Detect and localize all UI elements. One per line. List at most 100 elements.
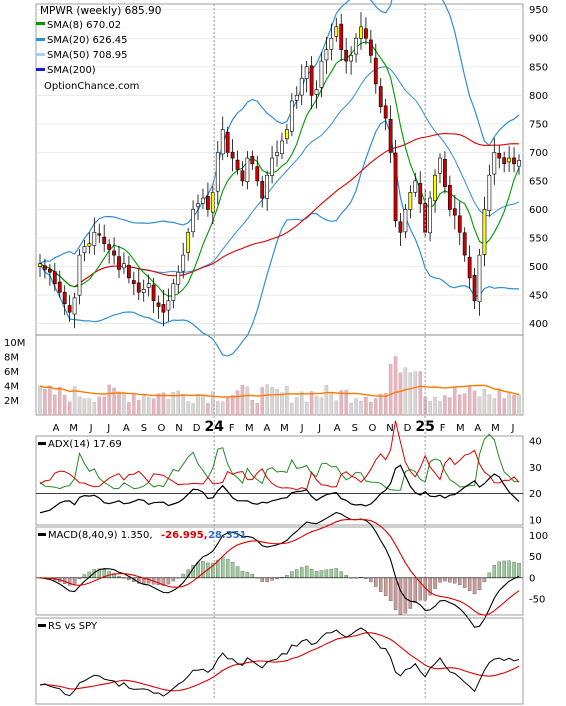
candle-body <box>146 283 151 288</box>
macd-histogram-bar <box>482 577 487 582</box>
candle-body <box>413 180 418 193</box>
macd-histogram-bar <box>517 563 521 578</box>
price-panel: 400 450 500 550 600 650 700 750 800 850 900 950 <box>35 0 548 357</box>
macd-histogram-bar <box>487 572 492 578</box>
candle-body <box>314 89 319 95</box>
volume-bar <box>211 391 215 416</box>
adx-line <box>39 464 520 514</box>
candle-body <box>191 209 195 233</box>
candle-body <box>265 174 270 199</box>
volume-bar <box>329 391 334 416</box>
candle-body <box>299 77 304 96</box>
rs-average-line <box>39 632 520 692</box>
macd-histogram-bar <box>467 577 472 591</box>
volume-bar <box>369 402 373 416</box>
time-tick-label: A <box>123 423 130 434</box>
macd-tick-label: 0 <box>529 573 535 584</box>
candle-body <box>141 289 146 293</box>
time-tick-label: A <box>334 423 341 434</box>
macd-histogram-bar <box>196 562 200 578</box>
volume-bar <box>156 393 161 416</box>
macd-histogram-bar <box>299 567 304 578</box>
macd-histogram-bar <box>201 561 205 578</box>
candle-body <box>255 166 260 182</box>
volume-bar <box>240 385 245 416</box>
volume-bar <box>53 394 57 416</box>
macd-histogram-bar <box>344 575 348 578</box>
volume-bar <box>186 401 190 416</box>
macd-histogram-bar <box>235 566 240 578</box>
volume-bar <box>161 392 166 416</box>
macd-histogram-bar <box>146 577 151 584</box>
candle-body <box>215 152 220 192</box>
time-tick-label: J <box>106 423 110 434</box>
volume-bar <box>383 393 388 416</box>
legend-sma20: SMA(20) 626.45 <box>47 35 128 46</box>
candle-body <box>235 159 240 170</box>
macd-histogram-bar <box>230 562 235 578</box>
candle-body <box>285 129 289 140</box>
volume-bar <box>146 397 151 416</box>
volume-bar <box>225 397 230 416</box>
candle-body <box>186 231 191 253</box>
volume-bar <box>275 389 279 416</box>
volume-bar <box>82 398 87 416</box>
macd-title: MACD(8,40,9) 1.350, <box>48 530 153 541</box>
volume-bar <box>477 396 482 416</box>
candle-body <box>309 65 314 96</box>
macd-histogram-bar <box>304 565 309 578</box>
macd-histogram-bar <box>448 577 452 583</box>
candle-body <box>364 28 368 39</box>
volume-bar <box>314 396 319 416</box>
price-tick-label: 500 <box>529 262 548 273</box>
candle-body <box>171 283 176 301</box>
volume-bar <box>344 389 348 416</box>
legend-sma200: SMA(200) <box>47 65 96 76</box>
volume-bar <box>487 394 492 416</box>
macd-legend: MACD(8,40,9) 1.350, -26.995, 28.351 <box>38 530 247 541</box>
time-tick-label: O <box>158 423 166 434</box>
candle-body <box>373 57 378 85</box>
volume-bar <box>102 396 106 416</box>
time-tick-label: O <box>368 423 376 434</box>
volume-bar <box>319 397 324 416</box>
candle-body <box>240 170 245 182</box>
volume-bar <box>230 395 235 416</box>
macd-histogram-bar <box>388 577 393 601</box>
candle-body <box>67 305 72 313</box>
candle-body <box>344 49 349 62</box>
macd-histogram-bar <box>240 571 245 578</box>
volume-bar <box>428 401 432 416</box>
candle-body <box>447 184 452 210</box>
time-tick-label: 24 <box>204 419 224 435</box>
volume-bar <box>280 392 284 416</box>
candle-body <box>156 302 161 307</box>
legend-sma50: SMA(50) 708.95 <box>47 50 128 61</box>
macd-histogram-bar <box>270 577 274 581</box>
macd-histogram-bar <box>492 564 497 578</box>
volume-bar <box>48 385 52 416</box>
volume-bar <box>77 396 82 416</box>
volume-bar <box>482 389 487 416</box>
price-tick-label: 550 <box>529 233 548 244</box>
volume-bar <box>260 387 264 416</box>
candle-body <box>77 254 82 296</box>
candle-body <box>462 232 467 256</box>
macd-swatch <box>38 533 46 536</box>
candle-body <box>250 156 255 165</box>
macd-histogram-bar <box>72 577 77 585</box>
candle-body <box>452 208 457 216</box>
volume-bar <box>359 400 363 416</box>
volume-bar <box>43 388 47 416</box>
volume-bar <box>438 401 442 416</box>
volume-bar <box>354 398 358 416</box>
macd-histogram-bar <box>250 574 255 578</box>
volume-bar <box>67 401 72 416</box>
candle-body <box>201 197 205 204</box>
candle-body <box>210 192 215 213</box>
price-tick-label: 400 <box>529 319 548 330</box>
time-tick-label: N <box>175 423 182 434</box>
adx-legend: ADX(14) 17.69 <box>38 439 122 450</box>
volume-bar <box>191 403 195 416</box>
adx-tick-label: 10 <box>529 515 542 526</box>
